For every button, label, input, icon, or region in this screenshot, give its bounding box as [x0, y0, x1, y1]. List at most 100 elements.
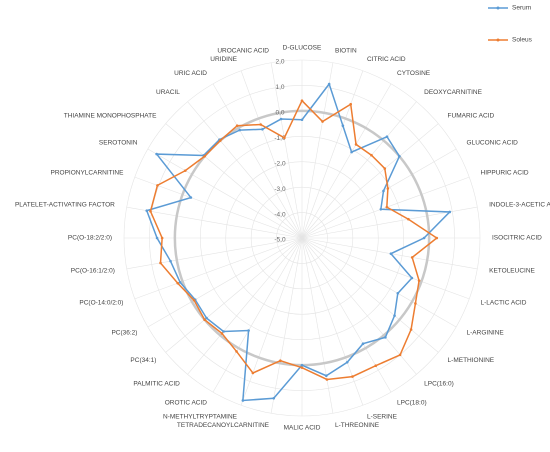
category-label: L-SERINE — [367, 413, 398, 420]
point — [176, 281, 180, 285]
spoke — [301, 237, 470, 300]
y-tick-label: -1,0 — [274, 135, 286, 142]
spoke — [147, 237, 303, 328]
spoke — [301, 62, 334, 239]
category-label: CYTOSINE — [397, 70, 431, 77]
point — [385, 135, 389, 139]
category-label: N-METHYLTRYPTAMINE — [163, 413, 238, 420]
category-label: PC(34:1) — [130, 357, 156, 364]
point — [259, 123, 262, 126]
point — [389, 252, 393, 255]
spoke — [301, 237, 417, 375]
point — [321, 120, 324, 123]
point — [350, 150, 353, 154]
point — [422, 236, 426, 240]
point — [235, 124, 239, 127]
y-tick-label: 0,0 — [275, 110, 284, 117]
point — [203, 154, 206, 158]
point — [156, 184, 159, 187]
point — [384, 336, 387, 339]
y-tick-label: 1,0 — [275, 84, 284, 91]
spoke — [301, 123, 439, 239]
point — [409, 328, 413, 331]
category-label: L-METHIONINE — [448, 357, 495, 364]
spoke — [301, 237, 439, 353]
point — [374, 364, 378, 368]
category-label: FUMARIC ACID — [448, 113, 495, 120]
spoke — [165, 123, 303, 239]
category-label: TETRADECANOYLCARNITINE — [177, 422, 270, 429]
point — [300, 118, 304, 122]
point — [272, 396, 276, 400]
spoke — [301, 101, 417, 239]
legend-marker — [496, 6, 500, 10]
category-label: BIOTIN — [335, 48, 357, 55]
legend-label: Soleus — [512, 37, 533, 44]
category-label: PC(36:2) — [111, 330, 137, 337]
point — [155, 152, 158, 156]
point — [283, 136, 286, 140]
point — [327, 82, 331, 86]
point — [160, 236, 164, 240]
category-label: MALIC ACID — [284, 425, 321, 432]
point — [386, 187, 390, 190]
category-label: GLUCONIC ACID — [467, 140, 519, 147]
category-label: L-LACTIC ACID — [481, 300, 527, 307]
point — [383, 167, 387, 170]
point — [300, 363, 304, 367]
y-tick-label: -3,0 — [274, 186, 286, 193]
point — [354, 143, 358, 146]
category-label: HIPPURIC ACID — [481, 170, 529, 177]
point — [396, 292, 400, 295]
legend-label: Serum — [512, 5, 531, 12]
point — [251, 371, 255, 375]
category-label: INDOLE-3-ACETIC ACID — [489, 202, 550, 209]
category-label: L-ARGININE — [467, 330, 505, 337]
point — [203, 318, 206, 322]
point — [435, 236, 439, 240]
y-tick-label: 2,0 — [275, 59, 284, 66]
point — [351, 375, 354, 378]
point — [325, 378, 329, 381]
spoke — [270, 62, 303, 239]
category-label: D-GLUCOSE — [283, 45, 322, 52]
spoke — [270, 237, 303, 414]
category-label: OROTIC ACID — [165, 399, 208, 406]
spoke — [212, 83, 303, 239]
point — [261, 127, 264, 131]
spoke — [301, 237, 364, 406]
y-tick-label: -4,0 — [274, 211, 286, 218]
category-label: THIAMINE MONOPHOSPHATE — [64, 113, 157, 120]
point — [220, 332, 224, 335]
point — [222, 330, 225, 333]
point — [345, 360, 349, 364]
spoke — [301, 70, 364, 239]
point — [192, 299, 196, 302]
point — [361, 342, 365, 346]
point — [398, 353, 402, 357]
spoke — [147, 148, 303, 239]
spoke — [301, 237, 457, 328]
point — [241, 399, 245, 402]
category-label: PC(O-16:1/2:0) — [71, 268, 115, 275]
category-label: ISOCITRIC ACID — [492, 235, 542, 242]
spoke — [301, 83, 392, 239]
spoke — [165, 237, 303, 353]
point — [417, 279, 421, 282]
point — [300, 99, 304, 102]
point — [238, 128, 241, 132]
spoke — [134, 176, 303, 239]
series-line — [149, 99, 439, 381]
spoke — [240, 237, 303, 406]
point — [370, 153, 373, 157]
point — [407, 217, 410, 221]
spoke — [134, 237, 303, 300]
point — [410, 276, 414, 280]
y-tick-label: -2,0 — [274, 160, 286, 167]
spoke — [240, 70, 303, 239]
spoke — [187, 237, 303, 375]
category-label: URACIL — [156, 89, 180, 96]
category-label: PROPIONYLCARNITINE — [50, 170, 124, 177]
point — [379, 207, 383, 211]
grid-circle — [225, 161, 379, 315]
